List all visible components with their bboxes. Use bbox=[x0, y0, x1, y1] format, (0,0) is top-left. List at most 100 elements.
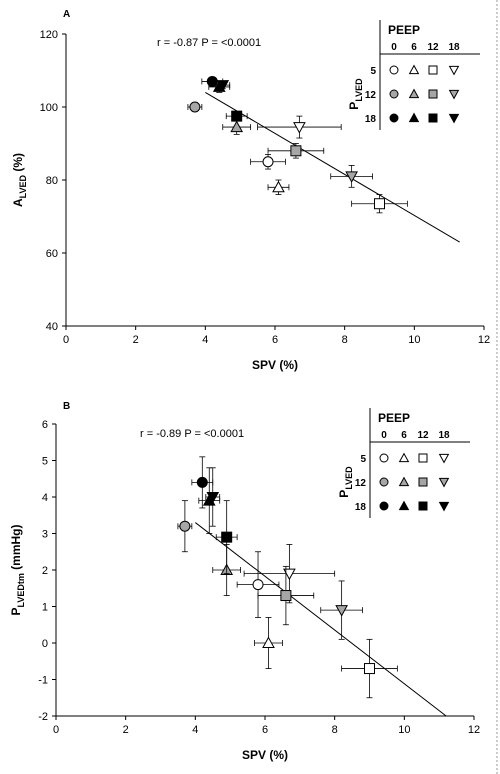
legend-title: PEEP bbox=[378, 411, 410, 425]
y-axis-label-sub: LVED bbox=[18, 175, 28, 199]
legend-marker-peep18-plved5 bbox=[448, 65, 460, 76]
y-tick-label: -2 bbox=[38, 711, 48, 723]
legend-marker-peep6-plved5 bbox=[408, 64, 420, 75]
x-tick-label: 4 bbox=[202, 334, 208, 346]
y-axis-label-main: A bbox=[11, 198, 25, 207]
x-tick-label: 4 bbox=[192, 724, 198, 736]
legend-marker-peep6-plved5 bbox=[398, 452, 410, 463]
legend-marker-peep12-plved5 bbox=[418, 453, 428, 463]
legend-col-header: 6 bbox=[411, 42, 417, 53]
legend-col-header: 12 bbox=[417, 430, 429, 441]
legend-marker-peep12-plved18 bbox=[428, 113, 438, 123]
legend-marker-peep12-plved12 bbox=[428, 89, 438, 99]
point-peep12-plved5 bbox=[364, 663, 375, 675]
y-tick-label: 80 bbox=[46, 175, 58, 187]
legend-row-axis-main: P bbox=[347, 102, 361, 110]
legend-marker-peep18-plved18 bbox=[448, 113, 460, 124]
point-peep6-plved5 bbox=[262, 636, 275, 648]
point-peep18-plved12 bbox=[345, 171, 358, 183]
point-peep0-plved5 bbox=[252, 579, 264, 591]
point-peep18-plved12 bbox=[335, 605, 348, 617]
legend-marker-peep6-plved18 bbox=[398, 500, 410, 511]
x-tick-label: 2 bbox=[123, 724, 129, 736]
legend-marker-peep0-plved5 bbox=[379, 453, 389, 463]
x-tick-label: 12 bbox=[478, 334, 490, 346]
legend-row-axis-sub: LVED bbox=[354, 78, 364, 102]
legend-marker-peep0-plved18 bbox=[389, 113, 399, 123]
x-tick-label: 8 bbox=[332, 724, 338, 736]
y-axis-label-main: P bbox=[9, 608, 23, 616]
legend-col-header: 0 bbox=[391, 42, 397, 53]
y-tick-label: 120 bbox=[40, 29, 58, 41]
legend-col-header: 12 bbox=[427, 42, 439, 53]
y-tick-label: 0 bbox=[42, 638, 48, 650]
point-peep18-plved5 bbox=[293, 122, 306, 134]
legend-row-axis-main: P bbox=[337, 490, 351, 498]
legend-marker-peep12-plved5 bbox=[428, 65, 438, 75]
legend-marker-peep18-plved12 bbox=[438, 477, 450, 488]
point-peep6-plved12 bbox=[230, 120, 244, 133]
legend-row-header: 5 bbox=[360, 454, 366, 465]
point-peep18-plved5 bbox=[283, 568, 296, 581]
legend-marker-peep0-plved5 bbox=[389, 65, 399, 75]
x-tick-label: 6 bbox=[272, 334, 278, 346]
legend-marker-peep12-plved18 bbox=[418, 501, 428, 511]
y-tick-label: 3 bbox=[42, 529, 48, 541]
legend-row-header: 12 bbox=[365, 90, 377, 101]
point-peep12-plved12 bbox=[290, 145, 302, 157]
panel-letter: A bbox=[63, 9, 70, 20]
point-peep0-plved18 bbox=[196, 476, 208, 488]
y-axis-label-unit: (mmHg) bbox=[9, 524, 23, 573]
x-axis-label: SPV (%) bbox=[242, 748, 288, 762]
legend-row-header: 5 bbox=[370, 66, 376, 77]
y-axis-label-unit: (%) bbox=[11, 153, 25, 175]
point-peep18-plved18 bbox=[206, 492, 220, 504]
legend-col-header: 18 bbox=[438, 430, 450, 441]
legend-marker-peep0-plved12 bbox=[389, 89, 399, 99]
regression-line bbox=[205, 91, 460, 243]
x-tick-label: 10 bbox=[408, 334, 420, 346]
y-tick-label: 1 bbox=[42, 602, 48, 614]
legend-col-header: 0 bbox=[381, 430, 387, 441]
y-tick-label: 60 bbox=[46, 248, 58, 260]
point-peep12-plved12 bbox=[280, 590, 292, 602]
y-axis-label-sub: LVEDtm bbox=[16, 573, 26, 607]
x-tick-label: 8 bbox=[342, 334, 348, 346]
point-peep18-plved18 bbox=[216, 80, 230, 92]
y-tick-label: 6 bbox=[42, 419, 48, 431]
legend-col-header: 18 bbox=[448, 42, 460, 53]
legend-row-axis-sub: LVED bbox=[344, 466, 354, 490]
legend-row-header: 18 bbox=[365, 114, 377, 125]
legend-marker-peep18-plved12 bbox=[448, 89, 460, 100]
point-peep0-plved12 bbox=[189, 101, 201, 113]
legend-marker-peep6-plved12 bbox=[398, 476, 410, 487]
legend-marker-peep18-plved5 bbox=[438, 453, 450, 464]
x-tick-label: 0 bbox=[63, 334, 69, 346]
x-tick-label: 2 bbox=[133, 334, 139, 346]
y-tick-label: 40 bbox=[46, 321, 58, 333]
legend-row-header: 12 bbox=[355, 478, 367, 489]
y-axis-label: PLVEDtm (mmHg) bbox=[9, 524, 26, 615]
y-tick-label: 4 bbox=[42, 492, 48, 504]
legend-marker-peep6-plved18 bbox=[408, 112, 420, 123]
legend-marker-peep0-plved12 bbox=[379, 477, 389, 487]
regression-line bbox=[195, 522, 447, 717]
x-tick-label: 12 bbox=[468, 724, 480, 736]
legend-marker-peep6-plved12 bbox=[408, 88, 420, 99]
x-tick-label: 10 bbox=[398, 724, 410, 736]
legend-row-axis-label: PLVED bbox=[347, 78, 364, 110]
point-peep0-plved5 bbox=[262, 156, 274, 168]
point-peep12-plved5 bbox=[374, 198, 385, 210]
y-tick-label: 2 bbox=[42, 565, 48, 577]
legend-title: PEEP bbox=[388, 23, 420, 37]
correlation-annotation: r = -0.87 P = <0.0001 bbox=[157, 37, 261, 49]
point-peep0-plved12 bbox=[179, 520, 191, 532]
panel-letter: B bbox=[63, 401, 70, 412]
point-peep12-plved18 bbox=[221, 531, 233, 543]
y-tick-label: 100 bbox=[40, 102, 58, 114]
